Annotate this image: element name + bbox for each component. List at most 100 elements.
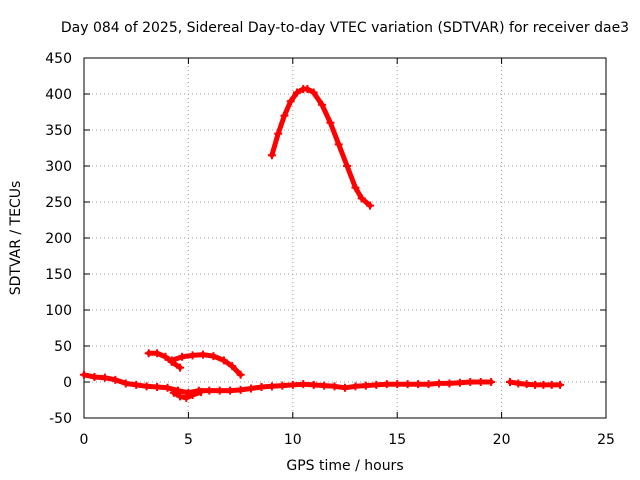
data-point xyxy=(372,380,381,389)
y-tick-label: 0 xyxy=(63,375,72,391)
data-point xyxy=(163,383,172,392)
x-axis-label: GPS time / hours xyxy=(286,458,403,474)
data-point xyxy=(169,388,178,397)
data-point xyxy=(219,356,228,365)
series-line-arc-main xyxy=(81,372,494,396)
chart-title: Day 084 of 2025, Sidereal Day-to-day VTE… xyxy=(61,20,629,36)
y-tick-label: 100 xyxy=(45,303,72,319)
data-point xyxy=(351,382,360,391)
data-point xyxy=(153,349,162,358)
data-point xyxy=(176,363,185,372)
y-tick-label: 400 xyxy=(45,87,72,103)
data-point xyxy=(236,370,245,379)
data-point xyxy=(514,379,523,388)
data-point xyxy=(280,111,289,120)
data-point xyxy=(100,373,109,382)
data-point xyxy=(153,383,162,392)
data-point xyxy=(178,352,187,361)
data-point xyxy=(341,383,349,392)
data-point xyxy=(466,378,475,386)
x-tick-label: 25 xyxy=(597,432,615,448)
data-point xyxy=(318,100,327,109)
y-tick-label: 250 xyxy=(45,195,72,211)
data-point xyxy=(547,380,556,389)
data-point xyxy=(361,381,370,390)
data-point xyxy=(320,381,329,390)
data-point xyxy=(247,384,256,393)
data-point xyxy=(522,380,531,389)
data-point xyxy=(121,379,130,388)
data-point xyxy=(393,380,402,389)
data-point xyxy=(476,378,485,386)
y-tick-label: 200 xyxy=(45,231,72,247)
data-point xyxy=(199,350,208,359)
data-point xyxy=(366,201,375,210)
data-point xyxy=(434,379,443,388)
data-point xyxy=(196,388,205,397)
data-point xyxy=(167,356,176,365)
data-point xyxy=(326,118,335,127)
data-point xyxy=(487,378,496,386)
data-point xyxy=(236,385,245,394)
data-point xyxy=(188,351,197,360)
data-point xyxy=(286,97,295,106)
y-tick-label: 50 xyxy=(54,339,72,355)
data-point xyxy=(299,380,308,389)
x-tick-label: 0 xyxy=(80,432,89,448)
y-tick-label: -50 xyxy=(49,411,72,427)
data-point xyxy=(161,352,170,361)
data-point xyxy=(334,140,343,149)
data-point xyxy=(292,88,301,97)
data-point xyxy=(531,380,540,389)
data-point xyxy=(215,386,224,395)
data-point xyxy=(278,381,287,390)
data-point xyxy=(343,162,352,170)
y-axis-label: SDTVAR / TECUs xyxy=(8,181,24,296)
data-point xyxy=(351,183,360,192)
data-point xyxy=(144,349,153,358)
data-point xyxy=(274,129,283,138)
y-tick-label: 150 xyxy=(45,267,72,283)
grid xyxy=(84,58,606,418)
data-point xyxy=(357,194,366,203)
data-point xyxy=(267,151,276,160)
y-tick-label: 450 xyxy=(45,51,72,67)
data-point xyxy=(505,378,514,386)
data-point xyxy=(209,352,218,361)
data-point xyxy=(80,370,88,379)
data-point xyxy=(182,393,191,402)
data-point xyxy=(226,386,235,395)
data-point xyxy=(257,383,266,392)
data-point xyxy=(228,362,237,371)
x-tick-label: 15 xyxy=(388,432,406,448)
y-tick-label: 350 xyxy=(45,123,72,139)
data-point xyxy=(309,88,318,97)
data-point xyxy=(403,380,412,389)
x-tick-label: 5 xyxy=(184,432,193,448)
data-point xyxy=(303,84,312,93)
data-point xyxy=(382,380,391,389)
data-point xyxy=(414,380,423,389)
data-point xyxy=(132,380,141,389)
data-point xyxy=(539,380,548,389)
data-point xyxy=(142,382,151,391)
data-point xyxy=(309,380,318,389)
data-point xyxy=(445,379,454,388)
data-point xyxy=(176,392,185,401)
data-point xyxy=(205,386,214,395)
axis-ticks: 0 5 10 15 20 25 -50 0 50 100 150 200 250 300 350 400 450 xyxy=(45,51,615,448)
data-point xyxy=(424,380,433,389)
data-point xyxy=(267,382,276,391)
data-point xyxy=(288,380,297,389)
series-layer xyxy=(80,84,565,402)
data-point xyxy=(455,378,464,387)
data-point xyxy=(188,390,197,399)
y-tick-label: 300 xyxy=(45,159,72,175)
data-point xyxy=(556,380,565,389)
data-point xyxy=(90,372,99,381)
x-tick-label: 10 xyxy=(284,432,302,448)
x-tick-label: 20 xyxy=(493,432,511,448)
data-point xyxy=(330,382,339,391)
data-point xyxy=(111,375,120,384)
